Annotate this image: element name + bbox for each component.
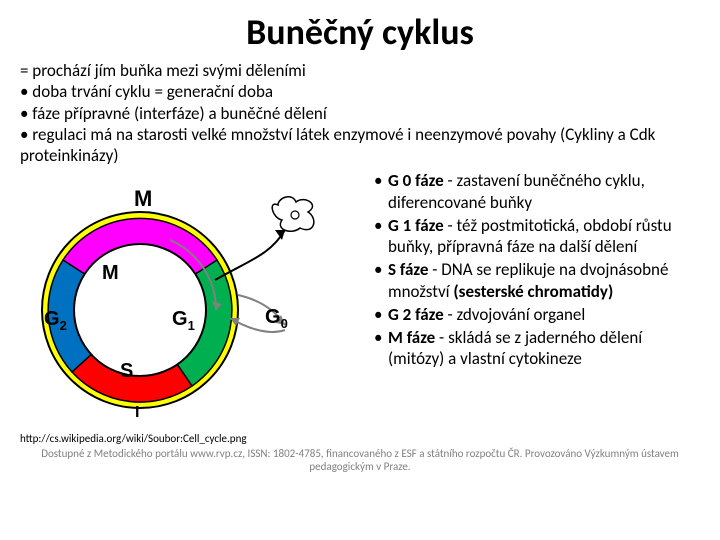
label-g2: G2 <box>44 308 67 333</box>
label-g0: G0 <box>265 306 288 331</box>
intro-line: • regulaci má na starosti velké množství… <box>20 124 700 167</box>
page-title: Buněčný cyklus <box>20 10 700 54</box>
phase-list: G 0 fáze - zastavení buněčného cyklu, di… <box>360 170 700 369</box>
phase-item-m: M fáze - skládá se z jaderného dělení (m… <box>374 327 700 370</box>
intro-line: = prochází jím buňka mezi svými děleními <box>20 60 700 81</box>
cell-cycle-diagram: M M G2 G1 S I G0 <box>20 170 340 430</box>
intro-line: • doba trvání cyklu = generační doba <box>20 81 700 102</box>
intro-line: • fáze přípravné (interfáze) a buněčné d… <box>20 103 700 124</box>
intro-block: = prochází jím buňka mezi svými děleními… <box>20 60 700 166</box>
label-m-outer: M <box>134 186 152 212</box>
diagram-column: M M G2 G1 S I G0 http://cs.wikipedia.org… <box>20 170 350 445</box>
phase-item-s: S fáze - DNA se replikuje na dvojnásobné… <box>374 259 700 302</box>
phase-item-g0: G 0 fáze - zastavení buněčného cyklu, di… <box>374 170 700 213</box>
label-s: S <box>120 360 133 383</box>
label-g1: G1 <box>172 308 195 333</box>
phase-item-g1: G 1 fáze - též postmitotická, období růs… <box>374 215 700 258</box>
phase-description-column: G 0 fáze - zastavení buněčného cyklu, di… <box>360 170 700 445</box>
phase-item-g2: G 2 fáze - zdvojování organel <box>374 304 700 325</box>
footer-attribution: Dostupné z Metodického portálu www.rvp.c… <box>20 447 700 473</box>
label-i: I <box>135 404 139 422</box>
source-url: http://cs.wikipedia.org/wiki/Soubor:Cell… <box>20 432 350 445</box>
label-m-inner: M <box>102 262 119 285</box>
